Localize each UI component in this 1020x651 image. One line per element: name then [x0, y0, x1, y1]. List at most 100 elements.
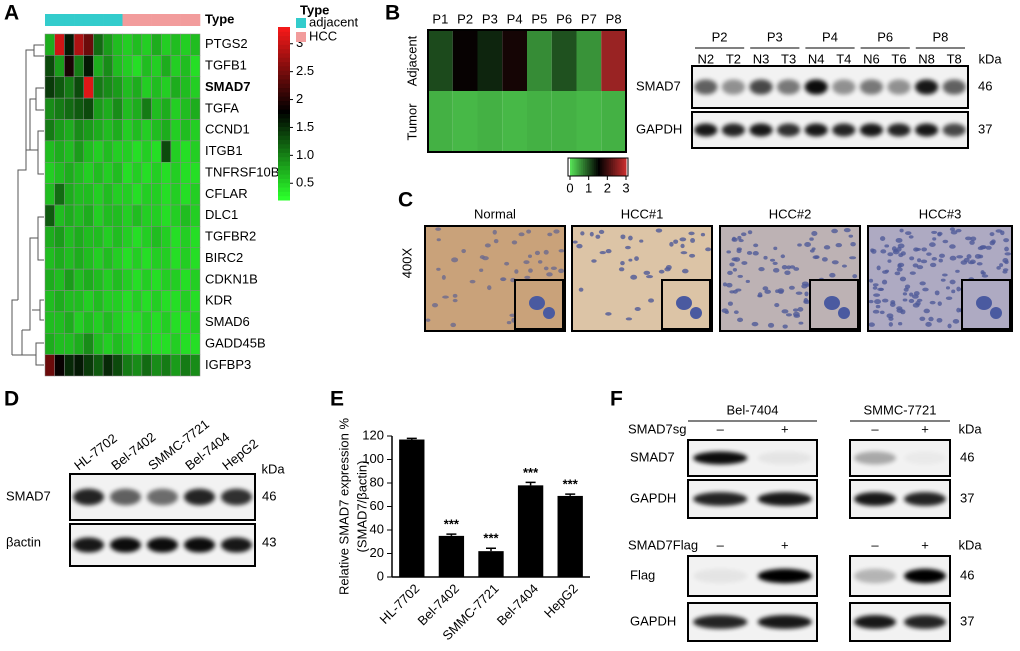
heatmap-cell	[170, 140, 181, 163]
nucleus	[897, 243, 905, 249]
nucleus	[950, 230, 958, 235]
nucleus	[580, 231, 585, 236]
heatmap-cell	[122, 97, 133, 120]
blot-band	[146, 488, 179, 506]
nucleus	[747, 230, 753, 235]
heatmap-cell	[64, 55, 75, 77]
significance-label: ***	[563, 477, 579, 492]
heatmap-cell	[131, 290, 143, 313]
heatmap-cell	[190, 247, 201, 270]
inset-nucleus	[990, 307, 1002, 319]
group-bar	[112, 14, 123, 26]
heatmap-cell	[112, 140, 123, 163]
nucleus	[843, 227, 851, 233]
heatmap-cell	[170, 268, 181, 291]
nucleus	[658, 269, 665, 274]
nucleus	[814, 255, 820, 259]
heatmap-cell	[122, 226, 133, 248]
nucleus	[518, 232, 525, 237]
heatmap-cell	[161, 247, 172, 270]
blot-band	[904, 568, 946, 584]
heatmap-cell	[551, 30, 577, 91]
colorbar-step	[584, 158, 588, 176]
heatmap-cell	[151, 55, 162, 77]
colorbar-step	[278, 169, 290, 175]
nucleus	[809, 237, 814, 241]
cell-line-label: SMMC-7721	[864, 402, 937, 417]
heatmap-cell	[73, 55, 84, 77]
inset-nucleus	[690, 307, 702, 319]
nucleus	[909, 292, 914, 297]
nucleus	[919, 281, 926, 286]
nucleus	[923, 308, 930, 314]
heatmap-cell	[170, 76, 181, 99]
column-label: P4	[507, 11, 523, 26]
inset-nucleus	[676, 296, 692, 310]
treatment-label: SMAD7sg	[628, 421, 687, 436]
heatmap-cell	[64, 76, 75, 99]
heatmap-cell	[83, 204, 94, 227]
nucleus	[908, 235, 914, 239]
colorbar-step	[278, 143, 290, 149]
nucleus	[985, 245, 992, 250]
nucleus	[550, 266, 557, 271]
nucleus	[431, 302, 439, 308]
nucleus	[665, 264, 672, 270]
nucleus	[785, 313, 793, 317]
colorbar-step	[573, 158, 577, 176]
heatmap-cell	[151, 33, 162, 56]
nucleus	[729, 262, 735, 267]
heatmap-cell	[122, 247, 133, 270]
unit-label: kDa	[978, 51, 1002, 66]
heatmap-cell	[141, 55, 152, 77]
heatmap-cell	[151, 226, 162, 248]
column-label: P2	[457, 11, 473, 26]
nucleus	[758, 266, 765, 272]
group-label: P8	[932, 29, 948, 44]
nucleus	[955, 269, 960, 273]
nucleus	[553, 229, 560, 234]
nucleus	[690, 238, 696, 243]
heatmap-cell	[64, 119, 75, 142]
nucleus	[929, 300, 936, 305]
heatmap-cell	[161, 162, 172, 184]
heatmap-cell	[141, 204, 152, 227]
blot-band	[777, 123, 801, 137]
nucleus	[947, 323, 952, 329]
nucleus	[929, 262, 937, 268]
colorbar-step	[278, 126, 290, 132]
heatmap-cell	[131, 97, 143, 120]
heatmap-cell	[44, 183, 55, 206]
heatmap-cell	[112, 311, 123, 334]
nucleus	[949, 244, 956, 249]
lane-label: N2	[697, 51, 714, 66]
blot-band	[832, 123, 856, 137]
inset-nucleus	[529, 296, 545, 310]
heatmap-cell	[151, 247, 162, 270]
inset-nucleus	[543, 307, 555, 319]
error-bar	[446, 533, 457, 536]
nucleus	[976, 262, 983, 266]
nucleus	[966, 254, 972, 259]
heatmap-cell	[64, 226, 75, 248]
heatmap-cell	[170, 333, 181, 355]
group-bar	[83, 14, 94, 26]
nucleus	[920, 259, 928, 264]
heatmap-cell	[83, 119, 94, 142]
heatmap-cell	[502, 91, 527, 152]
nucleus	[782, 324, 788, 329]
colorbar-step	[278, 61, 290, 67]
colorbar-step	[575, 158, 578, 176]
colorbar-step	[278, 135, 290, 140]
blot-band	[904, 452, 946, 465]
heatmap-cell	[73, 226, 84, 248]
colorbar-step	[278, 104, 290, 110]
heatmap-cell	[93, 119, 104, 142]
colorbar-step	[278, 44, 290, 50]
nucleus	[772, 267, 780, 273]
heatmap-cell	[170, 311, 181, 334]
colorbar-tick-label: 1.5	[296, 119, 314, 134]
nucleus	[894, 271, 901, 276]
blot-band	[72, 537, 105, 553]
heatmap-cell	[64, 354, 75, 377]
